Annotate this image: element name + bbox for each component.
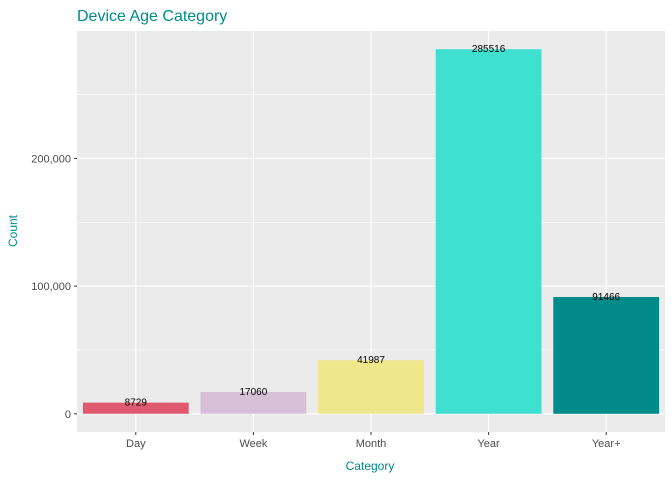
bar-value-label: 41987 <box>357 355 385 366</box>
x-tick-label: Year <box>477 438 500 450</box>
bar-value-label: 91466 <box>592 292 620 303</box>
y-tick-label: 200,000 <box>31 153 71 165</box>
bar-value-labels: 8729 17060 41987 285516 91466 <box>125 44 621 408</box>
bar-value-label: 17060 <box>239 387 267 398</box>
bar-week <box>200 391 307 414</box>
x-axis-title: Category <box>346 459 395 473</box>
y-tick-label: 0 <box>65 409 71 421</box>
bar-value-label: 8729 <box>125 398 148 409</box>
x-tick-label: Week <box>239 438 267 450</box>
y-tick-label: 100,000 <box>31 281 71 293</box>
bar-year- <box>553 296 660 414</box>
bar-year <box>435 49 542 414</box>
y-axis-title: Count <box>6 214 20 247</box>
x-tick-label: Month <box>356 438 387 450</box>
bars <box>82 49 660 414</box>
x-tick-label: Day <box>126 438 146 450</box>
x-axis: Day Week Month Year Year+ <box>126 432 621 450</box>
bar-month <box>318 360 424 414</box>
bar-day <box>82 402 189 414</box>
y-axis: 0 100,000 200,000 <box>31 153 77 421</box>
chart-title: Device Age Category <box>77 8 227 25</box>
bar-value-label: 285516 <box>472 44 506 55</box>
x-tick-label: Year+ <box>592 438 621 450</box>
